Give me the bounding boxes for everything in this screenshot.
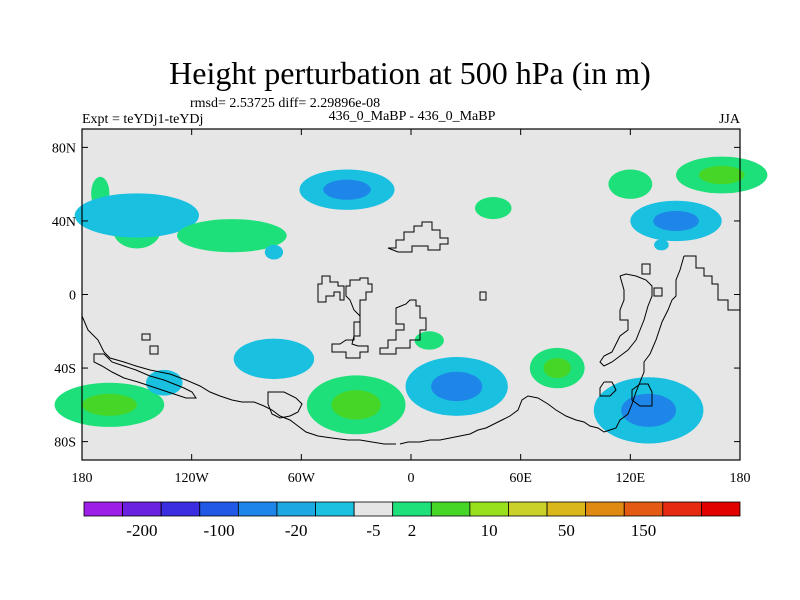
coastline-east-peninsula xyxy=(599,273,653,367)
coastline-southwest xyxy=(81,315,396,445)
anomaly-south-high-west-level-10 xyxy=(82,393,137,416)
anomaly-south-high-east-level-10 xyxy=(543,357,571,379)
anomaly-pacific-high-north-level-2 xyxy=(608,169,653,199)
colorbar-swatch-8 xyxy=(392,501,432,517)
anomaly-eurasia-high-level-2 xyxy=(177,219,287,253)
colorbar-swatch-1 xyxy=(122,501,162,517)
season-label: JJA xyxy=(719,112,741,127)
coastline-east-landmass xyxy=(399,255,740,445)
coastline-central-island xyxy=(379,299,427,355)
x-tick-label-2: 60W xyxy=(288,471,316,486)
colorbar-swatch-2 xyxy=(160,501,201,517)
anomaly-small-low-north-level--5 xyxy=(264,244,284,260)
colorbar-label-0: -200 xyxy=(126,521,157,540)
anomaly-south-low-mid-level--5 xyxy=(233,338,315,380)
colorbar-swatch-7 xyxy=(353,501,394,517)
y-tick-label-1: 40N xyxy=(52,215,76,230)
colorbar-swatch-14 xyxy=(623,501,664,517)
colorbar-label-6: 50 xyxy=(558,521,575,540)
colorbar-label-4: 2 xyxy=(408,521,417,540)
anomaly-south-low-center-level--20 xyxy=(431,371,483,402)
coastline-north-africa xyxy=(387,221,449,253)
axis-ticks: 180 120W 60W 0 60E 120E 180 80N 40N 0 40S 80S xyxy=(52,129,751,486)
anomaly-fields xyxy=(54,156,768,444)
coastline-west-landmass xyxy=(317,275,345,303)
coastline-small-island-2 xyxy=(641,263,651,275)
colorbar-label-1: -100 xyxy=(203,521,234,540)
experiment-label: Expt = teYDj1-teYDj xyxy=(82,112,203,127)
y-tick-label-0: 80N xyxy=(52,141,76,156)
map-plot: 180 120W 60W 0 60E 120E 180 80N 40N 0 40S 80S xyxy=(52,128,768,486)
colorbar: -200 -100 -20 -5 2 10 50 150 xyxy=(83,501,741,540)
coastlines xyxy=(81,221,740,445)
colorbar-swatch-9 xyxy=(430,501,471,517)
coastline-small-island-1 xyxy=(479,291,487,301)
anomaly-pacific-high-mid-level-2 xyxy=(474,197,512,220)
stats-label: rmsd= 2.53725 diff= 2.29896e-08 xyxy=(190,96,380,111)
anomaly-north-pacific-low-level--20 xyxy=(323,179,371,200)
x-tick-label-3: 0 xyxy=(408,471,415,486)
chart-title: Height perturbation at 500 hPa (in m) xyxy=(169,55,651,91)
y-tick-label-3: 40S xyxy=(54,362,76,377)
y-tick-label-4: 80S xyxy=(54,436,76,451)
coastline-southeast xyxy=(599,381,653,407)
anomaly-atlantic-low-west-level--5 xyxy=(74,193,199,238)
colorbar-swatch-11 xyxy=(508,501,548,517)
colorbar-label-5: 10 xyxy=(481,521,498,540)
colorbar-swatch-4 xyxy=(237,501,278,517)
colorbar-swatch-3 xyxy=(199,501,239,517)
anomaly-south-low-west-level--5 xyxy=(145,369,183,396)
colorbar-swatch-13 xyxy=(585,501,625,517)
colorbar-swatch-10 xyxy=(469,501,509,517)
period-label: 436_0_MaBP - 436_0_MaBP xyxy=(329,109,496,124)
colorbar-label-7: 150 xyxy=(631,521,657,540)
x-tick-label-0: 180 xyxy=(72,471,93,486)
colorbar-swatch-16 xyxy=(701,501,741,517)
anomaly-small-low-east-level--5 xyxy=(654,239,669,251)
colorbar-swatch-6 xyxy=(315,501,355,517)
anomaly-south-high-mid-level-10 xyxy=(331,390,381,420)
coastline-central-landmass xyxy=(331,277,373,359)
colorbar-swatch-0 xyxy=(83,501,123,517)
coastline-small-island-3 xyxy=(653,287,663,297)
coastline-west-island xyxy=(93,353,197,399)
anomaly-south-high-small-level-2 xyxy=(414,331,444,350)
colorbar-swatch-12 xyxy=(546,501,587,517)
coastline-south-island xyxy=(267,391,303,419)
colorbar-swatch-5 xyxy=(276,501,316,517)
coastline-small-island-4 xyxy=(141,333,159,355)
x-tick-label-4: 60E xyxy=(509,471,532,486)
colorbar-label-3: -5 xyxy=(366,521,380,540)
anomaly-east-pacific-low-level--20 xyxy=(653,210,699,232)
anomaly-siberia-high-east-level-10 xyxy=(698,165,745,185)
x-tick-label-6: 180 xyxy=(730,471,751,486)
y-tick-label-2: 0 xyxy=(69,289,76,304)
x-tick-label-1: 120W xyxy=(175,471,210,486)
x-tick-label-5: 120E xyxy=(616,471,646,486)
colorbar-swatch-15 xyxy=(662,501,702,517)
colorbar-label-2: -20 xyxy=(285,521,308,540)
